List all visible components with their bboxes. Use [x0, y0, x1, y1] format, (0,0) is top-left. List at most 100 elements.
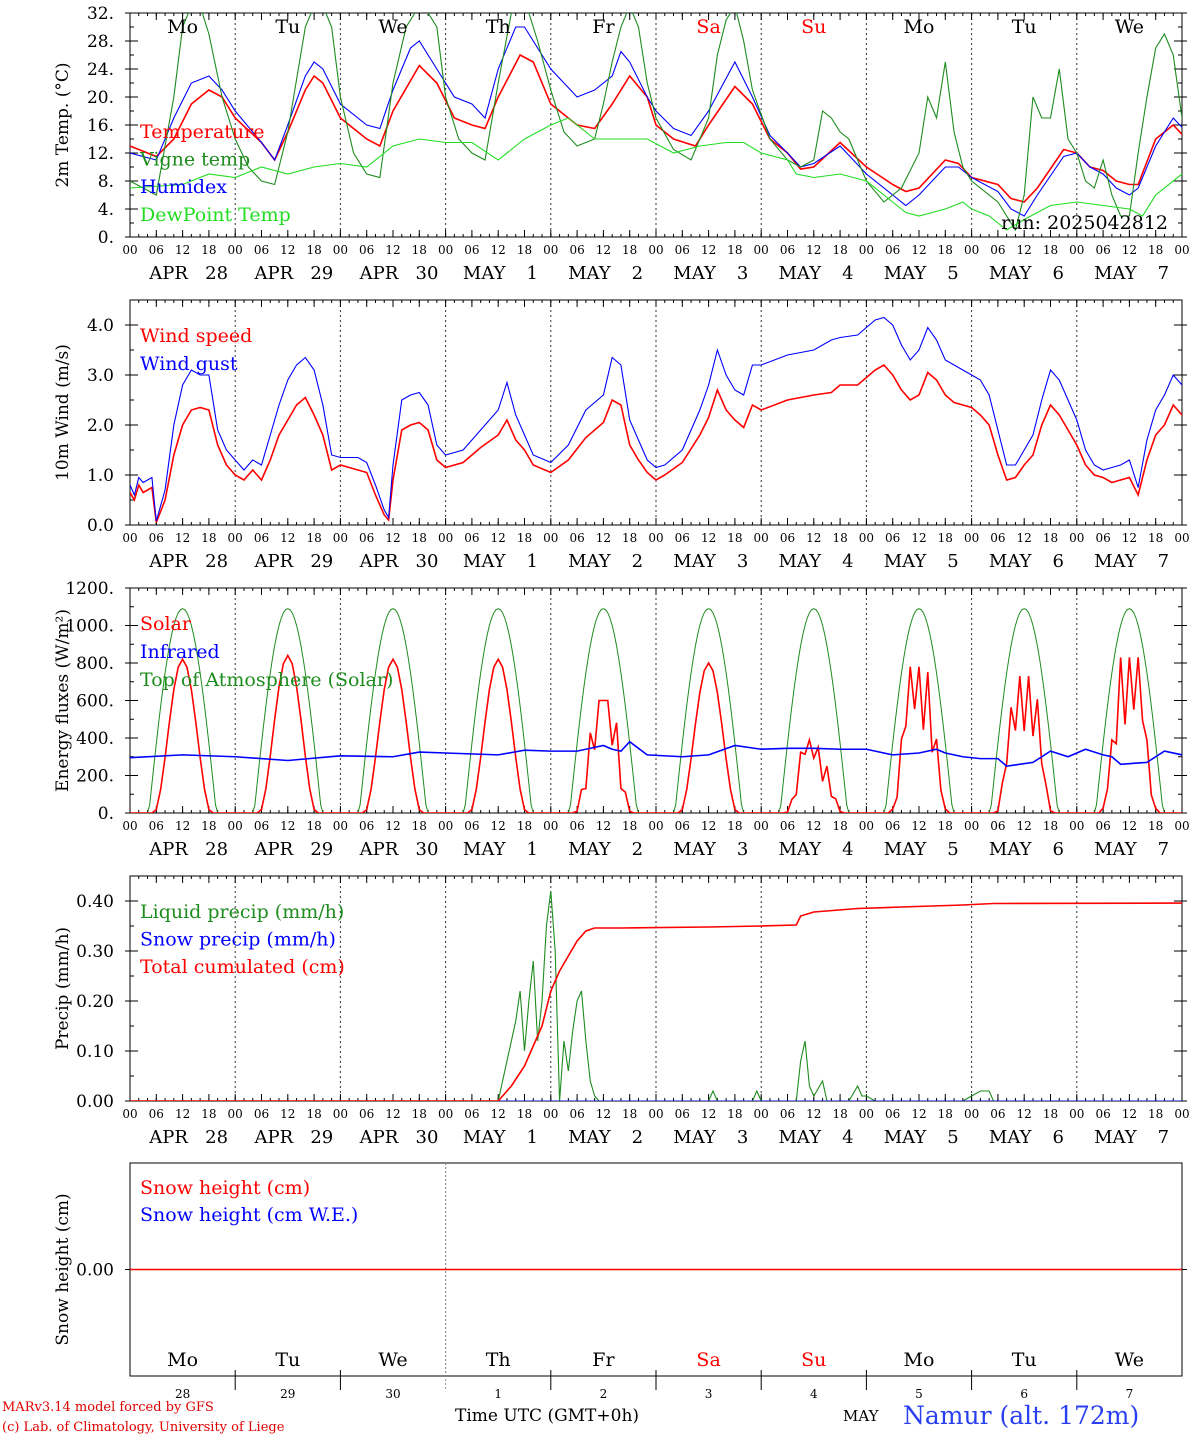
hour-tick-label: 00 [1069, 1107, 1084, 1121]
date-month-label: MAY [673, 263, 717, 284]
y-tick-label: 400. [76, 729, 114, 749]
hour-tick-label: 18 [727, 819, 742, 833]
hour-tick-label: 00 [754, 531, 769, 545]
day-of-week-label: Tu [1012, 16, 1037, 38]
hour-tick-label: 18 [201, 531, 216, 545]
day-of-week-label: Mo [167, 1349, 198, 1371]
plot-area [130, 13, 1182, 232]
plot-area [130, 316, 1182, 523]
hour-tick-label: 18 [517, 1107, 532, 1121]
day-of-week-label: Fr [592, 1349, 615, 1371]
hour-tick-label: 18 [412, 1107, 427, 1121]
date-day-label: 3 [737, 839, 748, 860]
hour-tick-label: 00 [543, 243, 558, 257]
date-month-label: MAY [463, 551, 507, 572]
day-number-label: 6 [1020, 1387, 1028, 1401]
hour-tick-label: 00 [122, 819, 137, 833]
date-month-label: APR [148, 551, 188, 572]
hour-tick-label: 00 [1174, 531, 1189, 545]
hour-tick-label: 06 [885, 819, 900, 833]
hour-tick-label: 12 [1017, 531, 1032, 545]
date-day-label: 7 [1158, 263, 1169, 284]
hour-tick-label: 00 [438, 243, 453, 257]
hour-tick-label: 00 [859, 1107, 874, 1121]
hour-tick-label: 00 [964, 531, 979, 545]
legend-entry: DewPoint Temp [140, 204, 291, 226]
date-day-label: 1 [526, 1127, 537, 1148]
legend-entry: Liquid precip (mm/h) [140, 901, 344, 923]
y-tick-label: 16. [87, 116, 114, 136]
plot-area [130, 608, 1182, 813]
day-number-label: 30 [385, 1387, 400, 1401]
date-day-label: 29 [310, 263, 333, 284]
hour-tick-label: 06 [464, 1107, 479, 1121]
date-day-label: 29 [310, 839, 333, 860]
hour-tick-label: 12 [491, 243, 506, 257]
date-month-label: APR [148, 1127, 188, 1148]
legend-entry: Top of Atmosphere (Solar) [140, 669, 393, 691]
day-of-week-label: We [1115, 16, 1144, 38]
y-tick-label: 0.20 [76, 992, 114, 1012]
hour-tick-label: 12 [280, 243, 295, 257]
day-of-week-label: Su [801, 1349, 826, 1371]
series-wind-gust [130, 316, 1182, 522]
date-month-label: APR [148, 263, 188, 284]
date-month-label: MAY [989, 839, 1033, 860]
date-month-label: MAY [463, 1127, 507, 1148]
hour-tick-label: 12 [1017, 819, 1032, 833]
date-month-label: MAY [989, 551, 1033, 572]
panel-3: 00 06 12 18 00 06 12 18 00 06 12 18 00 06 12 18 00 06 12 18… [53, 579, 1190, 860]
hour-tick-label: 00 [859, 243, 874, 257]
date-day-label: 2 [632, 839, 643, 860]
y-axis-label: Energy fluxes (W/m²) [53, 609, 73, 792]
hour-tick-label: 18 [201, 1107, 216, 1121]
hour-tick-label: 00 [964, 243, 979, 257]
hour-tick-label: 18 [517, 531, 532, 545]
y-tick-label: 0. [98, 804, 114, 824]
date-month-label: MAY [568, 1127, 612, 1148]
date-day-label: 7 [1158, 839, 1169, 860]
legend-entry: Snow height (cm) [140, 1177, 310, 1199]
series-liquid-precip-mm-h [130, 890, 1182, 1101]
date-day-label: 5 [947, 263, 958, 284]
date-month-label: APR [253, 551, 293, 572]
hour-tick-label: 00 [543, 531, 558, 545]
hour-tick-label: 12 [701, 531, 716, 545]
y-axis-label: Snow height (cm) [53, 1193, 73, 1345]
legend-entry: Wind gust [140, 353, 238, 375]
y-tick-label: 0.10 [76, 1042, 114, 1062]
hour-tick-label: 06 [780, 531, 795, 545]
hour-tick-label: 12 [385, 531, 400, 545]
hour-tick-label: 00 [122, 1107, 137, 1121]
legend-entry: Wind speed [140, 325, 252, 347]
hour-tick-label: 18 [938, 243, 953, 257]
date-month-label: MAY [884, 1127, 928, 1148]
y-tick-label: 4.0 [87, 316, 114, 336]
date-day-label: 4 [842, 551, 853, 572]
hour-tick-label: 00 [648, 819, 663, 833]
day-of-week-label: Tu [275, 16, 300, 38]
hour-tick-label: 06 [149, 243, 164, 257]
hour-tick-label: 06 [675, 819, 690, 833]
y-tick-label: 20. [87, 88, 114, 108]
series-temperature [130, 53, 1182, 203]
day-of-week-label: Th [486, 16, 511, 38]
hour-tick-label: 18 [517, 819, 532, 833]
month-footer-label: MAY [843, 1407, 879, 1425]
date-day-label: 29 [310, 1127, 333, 1148]
series-infrared [130, 740, 1182, 767]
y-tick-label: 600. [76, 692, 114, 712]
hour-tick-label: 06 [675, 243, 690, 257]
hour-tick-label: 00 [333, 1107, 348, 1121]
hour-tick-label: 00 [1174, 243, 1189, 257]
y-tick-label: 12. [87, 144, 114, 164]
date-day-label: 7 [1158, 1127, 1169, 1148]
hour-tick-label: 18 [306, 819, 321, 833]
panel-4: 00 06 12 18 00 06 12 18 00 06 12 18 00 06 12 18 00 06 12 18… [53, 875, 1190, 1148]
date-day-label: 6 [1052, 839, 1063, 860]
hour-tick-label: 00 [964, 1107, 979, 1121]
hour-tick-label: 06 [149, 1107, 164, 1121]
hour-tick-label: 06 [464, 819, 479, 833]
hour-tick-label: 00 [964, 819, 979, 833]
hour-tick-label: 12 [806, 243, 821, 257]
